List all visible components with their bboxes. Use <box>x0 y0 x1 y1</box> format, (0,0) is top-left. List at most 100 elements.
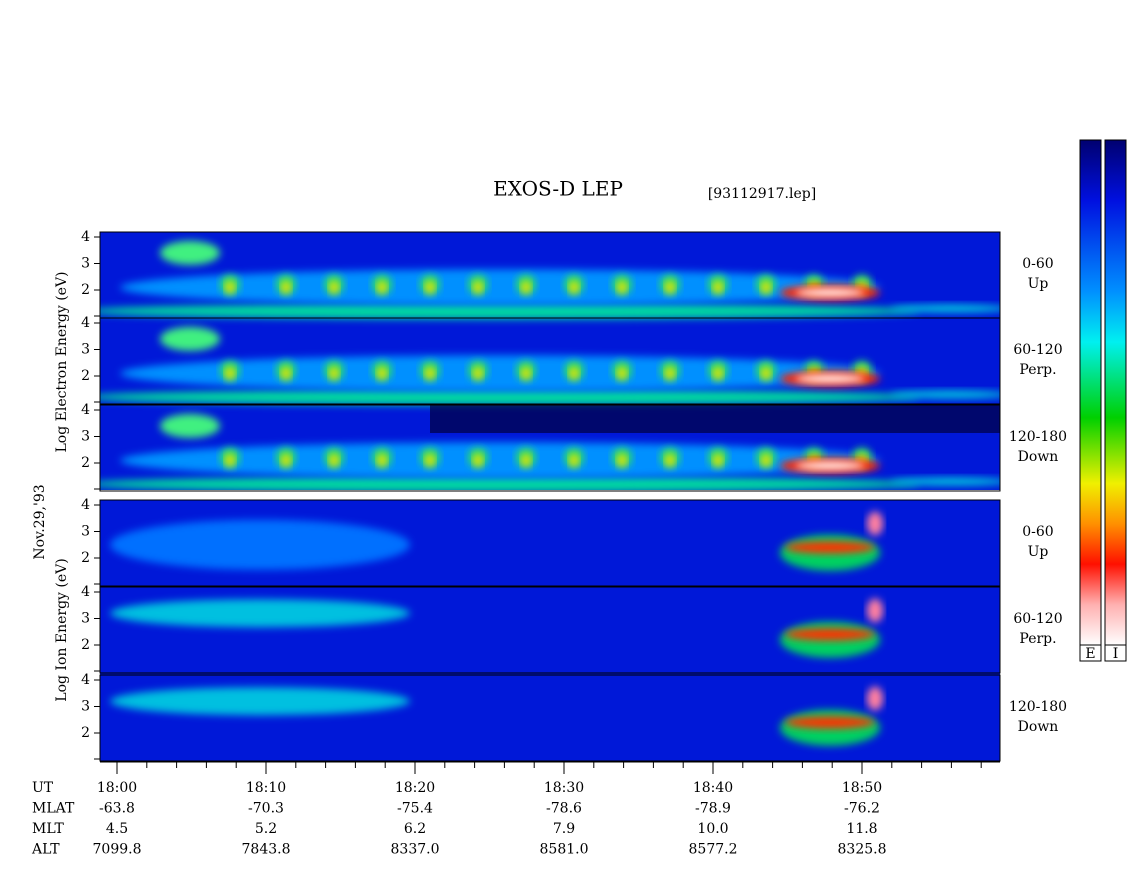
row-label: UT <box>32 780 54 796</box>
spectral-feature <box>713 367 723 380</box>
y-tick-label: 3 <box>81 524 90 540</box>
electron-axis-label: Log Electron Energy (eV) <box>54 271 70 452</box>
row-label: MLT <box>32 821 64 837</box>
panel-range: 120-180 <box>1009 699 1067 715</box>
panel-direction: Perp. <box>1019 362 1056 378</box>
spectral-feature <box>867 511 883 536</box>
color-bar-label: I <box>1113 646 1119 662</box>
spectral-feature <box>281 281 291 294</box>
panel-direction: Up <box>1028 544 1049 560</box>
spectral-feature <box>425 454 435 467</box>
spectral-feature <box>890 477 1000 486</box>
row-value: -78.9 <box>695 801 731 817</box>
row-value: -70.3 <box>248 801 284 817</box>
spectral-feature <box>617 454 627 467</box>
spectral-feature <box>329 367 339 380</box>
panel-direction: Down <box>1018 449 1059 465</box>
row-value: 5.2 <box>255 821 277 837</box>
spectral-feature <box>100 476 920 490</box>
y-tick-label: 4 <box>81 497 90 513</box>
spectral-feature <box>617 367 627 380</box>
spectral-feature <box>665 367 675 380</box>
y-tick-label: 2 <box>81 282 90 298</box>
panel-frame <box>99 317 1001 405</box>
spectral-feature <box>867 686 883 711</box>
row-value: -76.2 <box>844 801 880 817</box>
color-bar-label: E <box>1085 646 1095 662</box>
title: EXOS-D LEP <box>493 177 623 201</box>
row-value: -75.4 <box>397 801 433 817</box>
panel-range: 60-120 <box>1013 611 1062 627</box>
spectral-feature <box>473 454 483 467</box>
spectral-feature <box>617 281 627 294</box>
spectral-feature <box>110 519 410 570</box>
spectral-feature <box>225 281 235 294</box>
panel-direction: Down <box>1018 719 1059 735</box>
panel-direction: Perp. <box>1019 631 1056 647</box>
y-tick-label: 3 <box>81 342 90 358</box>
spectral-feature <box>377 367 387 380</box>
spectral-feature <box>569 367 579 380</box>
row-value: 8581.0 <box>540 842 589 858</box>
spectral-feature <box>785 628 875 641</box>
spectral-feature <box>795 288 865 297</box>
y-tick-label: 4 <box>81 315 90 331</box>
row-value: 7843.8 <box>242 842 291 858</box>
spectral-feature <box>377 281 387 294</box>
spectral-feature <box>785 541 875 554</box>
panel-frame <box>99 674 1001 762</box>
row-value: 18:50 <box>842 780 882 796</box>
panel-frame <box>99 586 1001 674</box>
spectral-feature <box>110 599 410 628</box>
panel-range: 120-180 <box>1009 429 1067 445</box>
ion-axis-label: Log Ion Energy (eV) <box>54 558 70 701</box>
panel-frame <box>99 499 1001 587</box>
spectral-feature <box>795 461 865 470</box>
date-label: Nov.29,'93 <box>32 484 48 559</box>
y-tick-label: 3 <box>81 429 90 445</box>
spectral-feature <box>100 303 920 320</box>
row-value: -78.6 <box>546 801 582 817</box>
panel-range: 0-60 <box>1022 524 1053 540</box>
spectral-feature <box>890 390 1000 399</box>
y-tick-label: 3 <box>81 699 90 715</box>
spectral-feature <box>569 281 579 294</box>
spectral-feature <box>473 367 483 380</box>
row-value: 6.2 <box>404 821 426 837</box>
row-label: ALT <box>31 842 60 858</box>
spectral-feature <box>761 367 771 380</box>
row-label: MLAT <box>32 801 75 817</box>
spectral-feature <box>120 355 880 392</box>
spectral-feature <box>120 269 880 306</box>
spectral-feature <box>100 389 920 406</box>
color-bar-label-box <box>1104 644 1127 662</box>
spectral-feature <box>713 281 723 294</box>
row-value: 7.9 <box>553 821 575 837</box>
row-value: 8325.8 <box>838 842 887 858</box>
spectral-feature <box>110 687 410 716</box>
row-value: 18:30 <box>544 780 584 796</box>
panel-direction: Up <box>1028 276 1049 292</box>
spectral-feature <box>785 716 875 729</box>
spectral-feature <box>795 374 865 383</box>
spectral-feature <box>281 454 291 467</box>
y-tick-label: 4 <box>81 672 90 688</box>
panel-range: 60-120 <box>1013 342 1062 358</box>
spectral-feature <box>761 454 771 467</box>
spectral-feature <box>867 598 883 623</box>
y-tick-label: 2 <box>81 455 90 471</box>
row-value: 7099.8 <box>93 842 142 858</box>
panel-range: 0-60 <box>1022 256 1053 272</box>
y-tick-label: 2 <box>81 725 90 741</box>
spectral-feature <box>521 454 531 467</box>
spectral-feature <box>665 454 675 467</box>
spectral-feature <box>425 367 435 380</box>
spectral-feature <box>225 367 235 380</box>
row-value: 11.8 <box>846 821 877 837</box>
y-tick-label: 2 <box>81 550 90 566</box>
spectral-feature <box>225 454 235 467</box>
spectral-feature <box>473 281 483 294</box>
spectral-feature <box>761 281 771 294</box>
spectral-feature <box>281 367 291 380</box>
spectral-feature <box>665 281 675 294</box>
